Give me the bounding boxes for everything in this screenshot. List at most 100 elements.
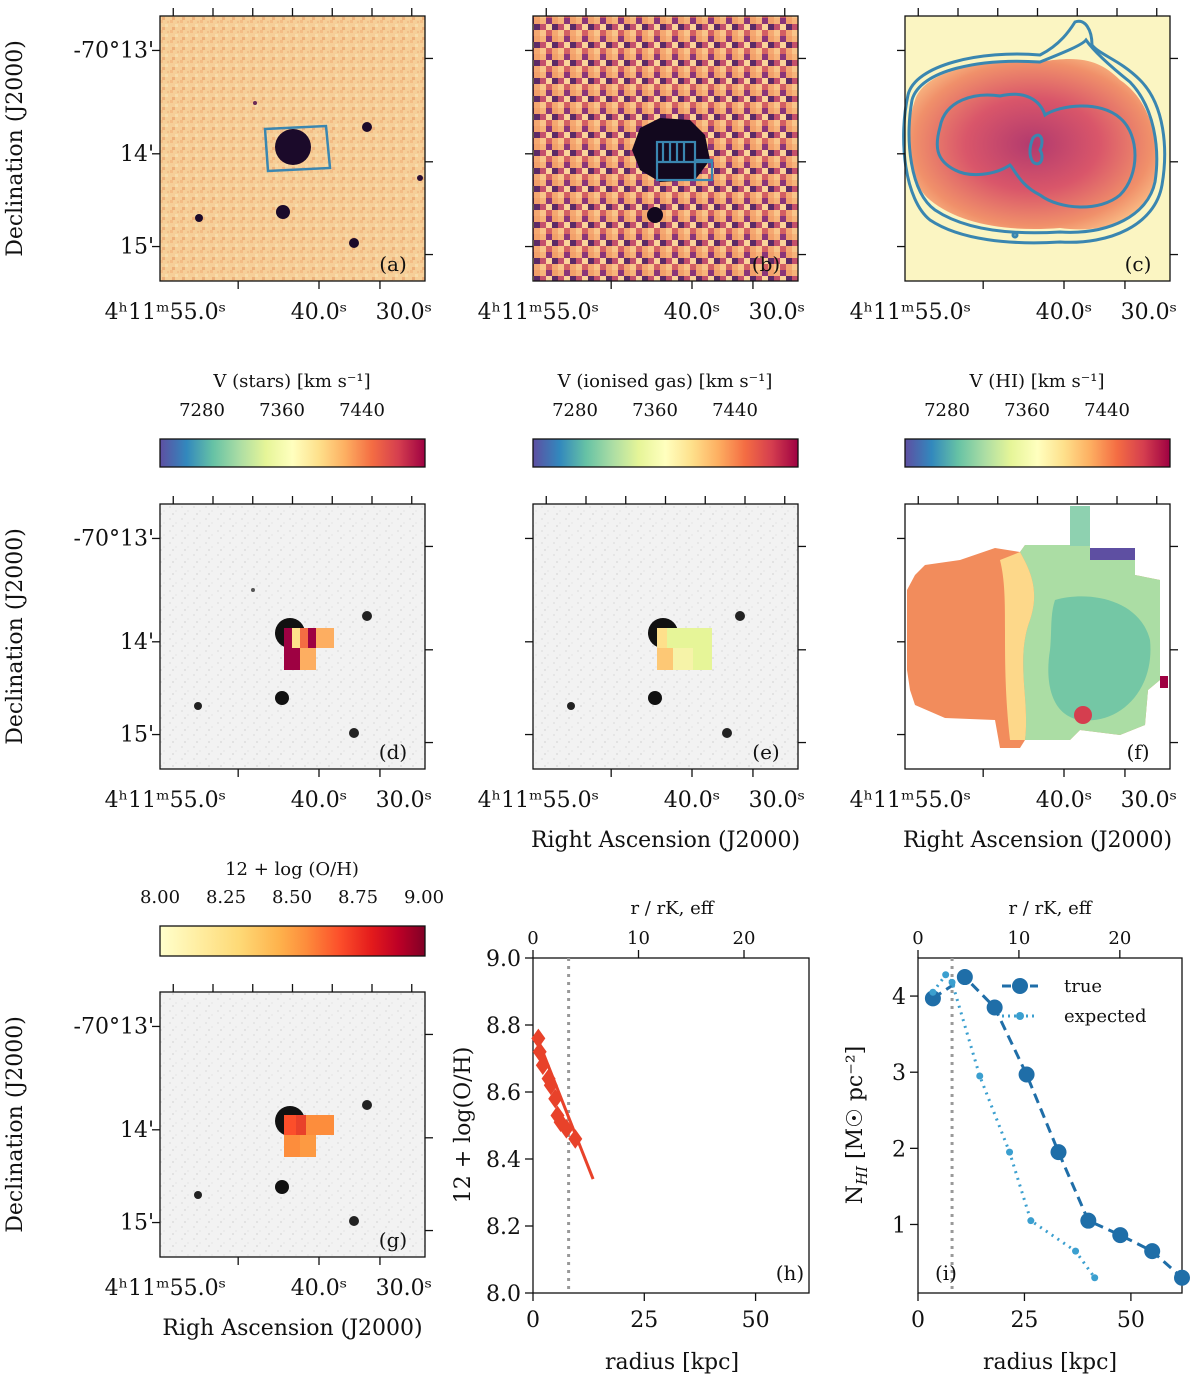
colorbar-hi-tick: 7360 (1004, 400, 1050, 421)
colorbar-oh-tick: 8.00 (140, 887, 180, 908)
colorbar-oh-label: 12 + log (O/H) (225, 859, 359, 880)
ra-tick-label: 4ʰ11ᵐ55.0ˢ (478, 300, 599, 325)
y-tick-label: 8.8 (486, 1014, 521, 1039)
ra-tick-label: 30.0ˢ (749, 300, 805, 325)
ra-tick-label: 30.0ˢ (749, 788, 805, 813)
data-point-expected (1072, 1247, 1080, 1255)
colorbar-stars-label: V (stars) [km s⁻¹] (212, 371, 370, 392)
gas-velocity-bins (657, 628, 712, 670)
panel-d (159, 503, 426, 770)
legend-label-expected: expected (1064, 1006, 1146, 1027)
legend-marker-true (1012, 978, 1028, 994)
series-line-true (932, 975, 1183, 1279)
colorbar-oh-tick: 9.00 (404, 887, 444, 908)
dec-axis-label: Declination (J2000) (3, 40, 28, 257)
ra-tick-label: 30.0ˢ (376, 1276, 432, 1301)
dec-tick-label: 15' (120, 235, 154, 260)
star (276, 205, 290, 219)
data-point-true (956, 969, 973, 986)
data-point-h (535, 1055, 550, 1075)
panel-tag-d: (d) (379, 740, 407, 764)
axes-h: 0 25 50 0 10 20 8.0 8.2 8.4 8.6 8.8 9.0 (486, 928, 770, 1333)
x-tick-label: 25 (1010, 1308, 1038, 1333)
colorbar-gas-tick: 7440 (712, 400, 758, 421)
colorbar-stars-gradient (159, 438, 426, 468)
ra-axis-label: Right Ascension (J2000) (903, 828, 1172, 853)
dec-tick-label: 14' (120, 630, 154, 655)
ra-tick-label: 40.0ˢ (291, 788, 347, 813)
colorbar-gas-label: V (ionised gas) [km s⁻¹] (557, 371, 773, 392)
ra-tick-label: 40.0ˢ (1036, 300, 1092, 325)
hi-contours-c (902, 19, 1167, 245)
star (253, 101, 257, 105)
ra-tick-label: 4ʰ11ᵐ55.0ˢ (105, 788, 226, 813)
image-axes-g: 4ʰ11ᵐ55.0ˢ 40.0ˢ 30.0ˢ -70°13' 14' 15' Declina… (3, 984, 433, 1341)
ra-tick-label: 30.0ˢ (1121, 300, 1177, 325)
xlabel-h: radius [kpc] (605, 1350, 739, 1375)
image-axes-e: 4ʰ11ᵐ55.0ˢ 40.0ˢ 30.0ˢ Right Ascension (J20… (478, 496, 806, 853)
ylabel-i: NHI [M☉ pc⁻²] (843, 1046, 871, 1205)
y-tick-label: 4 (892, 985, 906, 1010)
top-xlabel-h: r / rK, eff (630, 898, 714, 919)
y-tick-label: 1 (892, 1213, 906, 1238)
data-point-expected (976, 1072, 984, 1080)
data-point-true (986, 999, 1003, 1016)
panel-tag-e: (e) (752, 740, 779, 764)
image-axes-b: 4ʰ11ᵐ55.0ˢ 40.0ˢ 30.0ˢ (b) (478, 8, 806, 325)
colorbar-gas: V (ionised gas) [km s⁻¹] 7280 7360 7440 (532, 371, 799, 468)
top-x-tick-label: 20 (733, 928, 756, 949)
data-point-expected (948, 978, 956, 986)
x-tick-label: 0 (911, 1308, 925, 1333)
y-tick-label: 2 (892, 1137, 906, 1162)
xlabel-i: radius [kpc] (983, 1350, 1117, 1375)
colorbar-gas-tick: 7280 (552, 400, 598, 421)
colorbar-hi-label: V (HI) [km s⁻¹] (969, 371, 1105, 392)
legend-marker-expected (1016, 1012, 1024, 1020)
ra-tick-label: 30.0ˢ (376, 788, 432, 813)
galaxy-core-a (275, 129, 311, 165)
data-point-h (559, 1119, 574, 1139)
data-point-expected (1027, 1217, 1035, 1225)
y-tick-label: 8.0 (486, 1282, 521, 1307)
dec-axis-label: Declination (J2000) (3, 528, 28, 745)
colorbar-gas-gradient (532, 438, 799, 468)
x-tick-label: 50 (742, 1308, 770, 1333)
axes-i: 0 25 50 0 10 20 1 2 3 4 (892, 928, 1145, 1333)
ra-tick-label: 4ʰ11ᵐ55.0ˢ (105, 1276, 226, 1301)
star (647, 207, 663, 223)
panel-h: 0 25 50 0 10 20 8.0 8.2 8.4 8.6 8.8 9.0 radius [kpc… (451, 898, 810, 1375)
ra-tick-label: 40.0ˢ (291, 1276, 347, 1301)
colorbar-stars-tick: 7360 (259, 400, 305, 421)
data-point-true (1174, 1269, 1190, 1286)
star (195, 214, 203, 222)
field-footprint-a (263, 124, 332, 173)
ra-tick-label: 4ʰ11ᵐ55.0ˢ (478, 788, 599, 813)
dec-tick-label: -70°13' (74, 526, 154, 551)
panel-tag-i: (i) (935, 1261, 957, 1285)
colorbar-oh: 12 + log (O/H) 8.00 8.25 8.50 8.75 9.00 (140, 859, 444, 957)
panel-tag-g: (g) (379, 1228, 407, 1252)
data-point-expected (942, 971, 950, 979)
colorbar-stars-tick: 7440 (339, 400, 385, 421)
colorbar-oh-tick: 8.50 (272, 887, 312, 908)
stellar-velocity-bins (284, 628, 334, 670)
dec-axis-label: Declination (J2000) (3, 1016, 28, 1233)
panel-tag-a: (a) (379, 252, 407, 276)
data-point-expected (1006, 1148, 1014, 1156)
x-tick-label: 25 (630, 1308, 658, 1333)
image-axes-a: 4ʰ11ᵐ55.0ˢ 40.0ˢ 30.0ˢ -70°13' 14' 15' Declina… (3, 8, 433, 325)
ra-tick-label: 4ʰ11ᵐ55.0ˢ (105, 300, 226, 325)
y-tick-label: 3 (892, 1061, 906, 1086)
ra-tick-label: 40.0ˢ (664, 300, 720, 325)
top-x-tick-label: 0 (527, 928, 538, 949)
colorbar-hi-gradient (904, 438, 1171, 468)
colorbar-stars: V (stars) [km s⁻¹] 7280 7360 7440 (159, 371, 426, 468)
dec-tick-label: 14' (120, 142, 154, 167)
data-point-true (924, 990, 941, 1007)
top-x-tick-label: 0 (912, 928, 923, 949)
colorbar-oh-tick: 8.25 (206, 887, 246, 908)
top-x-tick-label: 10 (1007, 928, 1030, 949)
panel-b (532, 15, 799, 282)
panel-c (902, 15, 1171, 282)
